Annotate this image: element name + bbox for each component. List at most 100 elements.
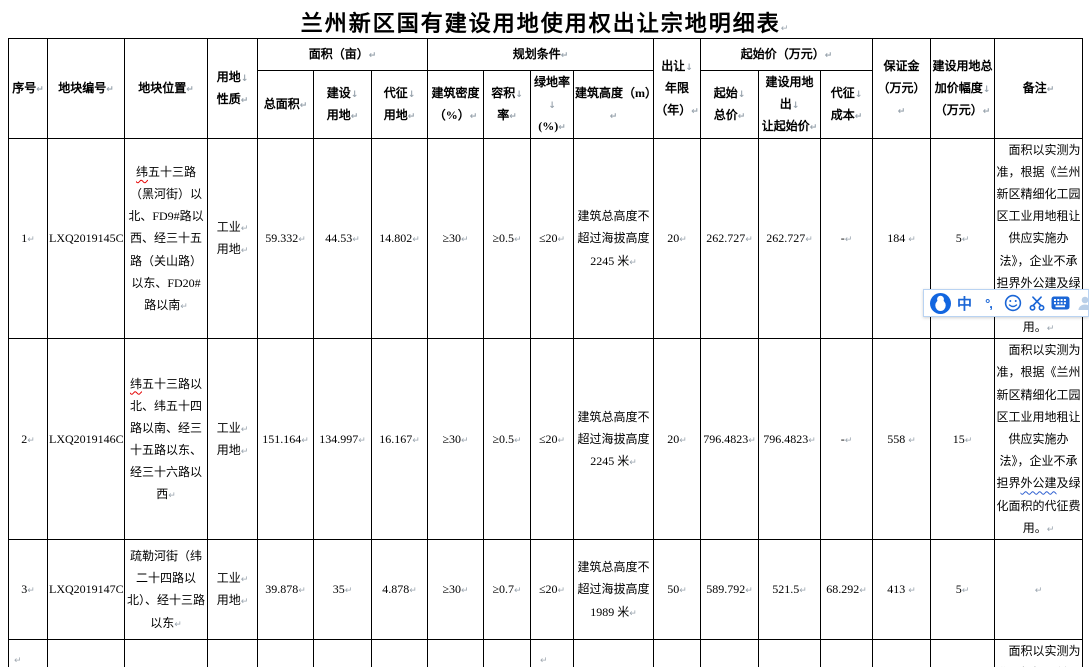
header-row: 总面积↵ 建设↓ 用地↵ 代征↓ 用地↵ 建筑密度 （%）↵ 容积↓ 率↵ 绿地率↓ (%)↵ 建筑高… bbox=[9, 70, 1083, 139]
stray-paragraph-mark: ↵ bbox=[14, 656, 22, 666]
header-area_construction: 建设↓ 用地↵ bbox=[313, 70, 372, 139]
cell-requisition_cost: -↵ bbox=[820, 338, 874, 540]
qq-ime-logo-icon[interactable] bbox=[930, 292, 951, 314]
header-term: 出让↓ 年限 （年）↵ bbox=[653, 38, 702, 139]
cell-start_construction: 521.5↵ bbox=[758, 538, 822, 640]
cell-area_construction: 44.53↵ bbox=[313, 137, 372, 340]
cell-code: LXQ2019145C↵ bbox=[47, 137, 125, 340]
cell-green_rate: ≤20↵ bbox=[530, 137, 575, 340]
cell-seq: 4↵ bbox=[8, 638, 48, 667]
cell-green_rate: ≤20↵ bbox=[530, 638, 575, 667]
header-green_rate: 绿地率↓ (%)↵ bbox=[530, 70, 575, 139]
cell-term: 50↵ bbox=[653, 538, 702, 640]
cell-requisition_cost: 68.292↵ bbox=[820, 538, 874, 640]
cell-requisition_cost: -↵ bbox=[820, 638, 874, 667]
cell-density: ≥30↵ bbox=[427, 638, 485, 667]
cell-increment: 15↵ bbox=[930, 338, 996, 540]
header-code: 地块编号↵ bbox=[47, 38, 125, 139]
header-price_group: 起始价（万元）↵ bbox=[700, 38, 874, 71]
cell-land_use: 工业↵ 用地↵ bbox=[207, 338, 258, 540]
keyboard-glyph-icon bbox=[1051, 296, 1070, 310]
cell-area_total: 69.3↵ bbox=[257, 638, 314, 667]
scissors-glyph-icon bbox=[1029, 296, 1044, 311]
user-glyph-icon bbox=[1078, 296, 1089, 310]
cell-increment: 5↵ bbox=[930, 538, 996, 640]
cell-density: ≥30↵ bbox=[427, 538, 485, 640]
cell-area_construction: 62.118↵ bbox=[313, 638, 372, 667]
cell-location: 疏勒河街（纬二十四路以北）、经十三路以东↵ bbox=[124, 538, 208, 640]
header-requisition_cost: 代征↓ 成本↵ bbox=[820, 70, 874, 139]
smiley-icon bbox=[1004, 294, 1021, 312]
cell-code: LXQ2019147C↵ bbox=[47, 538, 125, 640]
scissors-icon[interactable] bbox=[1026, 292, 1047, 314]
header-plot_ratio: 容积↓ 率↵ bbox=[483, 70, 532, 139]
table-row: 2↵LXQ2019146C↵纬五十三路以北、纬五十四路以南、经三十五路以东、经三… bbox=[8, 338, 1084, 540]
header-increment: 建设用地总 加价幅度↓ （万元）↵ bbox=[930, 38, 996, 139]
cell-plot_ratio: ≥0.5↵ bbox=[483, 338, 532, 540]
cell-deposit: 257 ↵ bbox=[872, 638, 932, 667]
chinese-mode-icon[interactable]: 中 bbox=[956, 295, 972, 313]
cell-plot_ratio: ≥0.5↵ bbox=[483, 137, 532, 340]
cell-green_rate: ≤20↵ bbox=[530, 338, 575, 540]
cell-area_requisition: 7.182↵ bbox=[370, 638, 429, 667]
cell-area_total: 39.878↵ bbox=[257, 538, 314, 640]
cell-remark: 面积以实测为准，根据《兰州新区精细化工园区工业用地租让供应实施办法》，企业不承担… bbox=[994, 338, 1084, 540]
cell-remark: ↵ bbox=[994, 538, 1084, 640]
header-planning_group: 规划条件↵ bbox=[427, 38, 655, 71]
cell-start_total: 262.727↵ bbox=[700, 137, 760, 340]
page-title-text: 兰州新区国有建设用地使用权出让宗地明细表 bbox=[300, 11, 781, 36]
header-start_construction: 建设用地出↓ 让起始价↵ bbox=[758, 70, 822, 139]
cell-height_limit: 建筑总高度不超过海拔高度2245 米↵ bbox=[573, 338, 655, 540]
cell-area_requisition: 16.167↵ bbox=[370, 338, 429, 540]
cell-area_construction: 35↵ bbox=[313, 538, 372, 640]
cell-start_total: 796.4823↵ bbox=[700, 338, 760, 540]
cell-density: ≥30↵ bbox=[427, 137, 485, 340]
cell-height_limit: 建筑总高度不超过海拔高度2245 米↵ bbox=[573, 137, 655, 340]
cell-height_limit: 建筑总高度不超过海拔高度1989 米↵ bbox=[573, 538, 655, 640]
cell-area_requisition: 14.802↵ bbox=[370, 137, 429, 340]
punctuation-mode-icon[interactable]: °, bbox=[985, 295, 993, 311]
cell-term: 20↵ bbox=[653, 338, 702, 540]
cell-location: 纬五十一路以北、纬五十三路以南、经三十四路以东、经三十五路以西↵ bbox=[124, 638, 208, 667]
qq-penguin-icon bbox=[930, 292, 951, 314]
cell-term: 20↵ bbox=[653, 137, 702, 340]
header-deposit: 保证金 （万元）↵ bbox=[872, 38, 932, 139]
cell-increment: 10↵ bbox=[930, 638, 996, 667]
cell-area_total: 59.332↵ bbox=[257, 137, 314, 340]
header-land_use: 用地↓ 性质↵ bbox=[207, 38, 258, 139]
table-row: 3↵LXQ2019147C↵疏勒河街（纬二十四路以北）、经十三路以东↵工业↵用地… bbox=[8, 538, 1084, 640]
page-title: 兰州新区国有建设用地使用权出让宗地明细表↵ bbox=[0, 6, 1089, 38]
cell-plot_ratio: ≥0.5↵ bbox=[483, 638, 532, 667]
emoji-icon[interactable] bbox=[1002, 292, 1023, 314]
cell-location: 纬五十三路以北、纬五十四路以南、经三十五路以东、经三十六路以西↵ bbox=[124, 338, 208, 540]
cell-start_total: 366.4962↵ bbox=[700, 638, 760, 667]
header-remark: 备注↵ bbox=[994, 38, 1084, 139]
cell-seq: 1↵ bbox=[8, 137, 48, 340]
paragraph-mark: ↵ bbox=[780, 24, 789, 34]
cell-start_total: 589.792↵ bbox=[700, 538, 760, 640]
cell-location: 纬五十三路（黑河街）以北、FD9#路以西、经三十五路（关山路）以东、FD20#路… bbox=[124, 137, 208, 340]
header-area_total: 总面积↵ bbox=[257, 70, 314, 139]
cell-height_limit: 建筑总高度不超过海拔高度2245 米↵ bbox=[573, 638, 655, 667]
header-area_requisition: 代征↓ 用地↵ bbox=[370, 70, 429, 139]
cell-requisition_cost: -↵ bbox=[820, 137, 874, 340]
cell-term: 20↵ bbox=[653, 638, 702, 667]
cell-plot_ratio: ≥0.7↵ bbox=[483, 538, 532, 640]
cell-area_construction: 134.997↵ bbox=[313, 338, 372, 540]
cell-start_construction: 796.4823↵ bbox=[758, 338, 822, 540]
cell-land_use: 工业用地↵ bbox=[207, 638, 258, 667]
header-location: 地块位置↵ bbox=[124, 38, 208, 139]
cell-deposit: 413 ↵ bbox=[872, 538, 932, 640]
header-row: 序号↵ 地块编号↵ 地块位置↵ 用地↓ 性质↵ 面积（亩）↵ 规划条件↵ 出让↓ 年限 （年）↵ 起… bbox=[8, 38, 1084, 139]
land-parcel-table: 序号↵ 地块编号↵ 地块位置↵ 用地↓ 性质↵ 面积（亩）↵ 规划条件↵ 出让↓ 年限 （年）↵ 起… bbox=[8, 38, 1084, 667]
cell-code: LXQ2019148C↵ bbox=[47, 638, 125, 667]
cell-deposit: 184 ↵ bbox=[872, 137, 932, 340]
user-icon[interactable] bbox=[1074, 292, 1089, 314]
keyboard-icon[interactable] bbox=[1050, 292, 1071, 314]
cell-area_requisition: 4.878↵ bbox=[370, 538, 429, 640]
cell-start_construction: 366.4962↵ bbox=[758, 638, 822, 667]
table-row: 1↵LXQ2019145C↵纬五十三路（黑河街）以北、FD9#路以西、经三十五路… bbox=[8, 137, 1084, 340]
table-row: 4↵LXQ2019148C↵纬五十一路以北、纬五十三路以南、经三十四路以东、经三… bbox=[8, 638, 1084, 667]
header-density: 建筑密度 （%）↵ bbox=[427, 70, 485, 139]
